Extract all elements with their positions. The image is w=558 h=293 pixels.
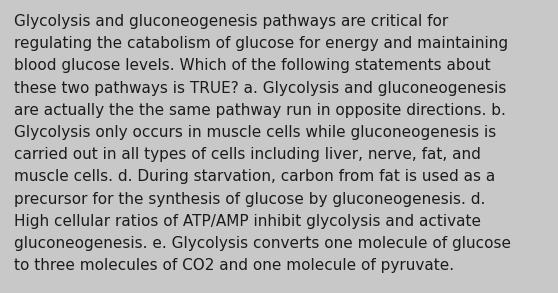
Text: Glycolysis only occurs in muscle cells while gluconeogenesis is: Glycolysis only occurs in muscle cells w…	[14, 125, 496, 140]
Text: muscle cells. d. During starvation, carbon from fat is used as a: muscle cells. d. During starvation, carb…	[14, 169, 496, 184]
Text: High cellular ratios of ATP/AMP inhibit glycolysis and activate: High cellular ratios of ATP/AMP inhibit …	[14, 214, 481, 229]
Text: blood glucose levels. Which of the following statements about: blood glucose levels. Which of the follo…	[14, 58, 490, 74]
Text: gluconeogenesis. e. Glycolysis converts one molecule of glucose: gluconeogenesis. e. Glycolysis converts …	[14, 236, 511, 251]
Text: Glycolysis and gluconeogenesis pathways are critical for: Glycolysis and gluconeogenesis pathways …	[14, 14, 448, 29]
Text: to three molecules of CO2 and one molecule of pyruvate.: to three molecules of CO2 and one molecu…	[14, 258, 454, 273]
Text: carried out in all types of cells including liver, nerve, fat, and: carried out in all types of cells includ…	[14, 147, 481, 162]
Text: precursor for the synthesis of glucose by gluconeogenesis. d.: precursor for the synthesis of glucose b…	[14, 192, 485, 207]
Text: regulating the catabolism of glucose for energy and maintaining: regulating the catabolism of glucose for…	[14, 36, 508, 51]
Text: are actually the the same pathway run in opposite directions. b.: are actually the the same pathway run in…	[14, 103, 506, 118]
Text: these two pathways is TRUE? a. Glycolysis and gluconeogenesis: these two pathways is TRUE? a. Glycolysi…	[14, 81, 506, 96]
